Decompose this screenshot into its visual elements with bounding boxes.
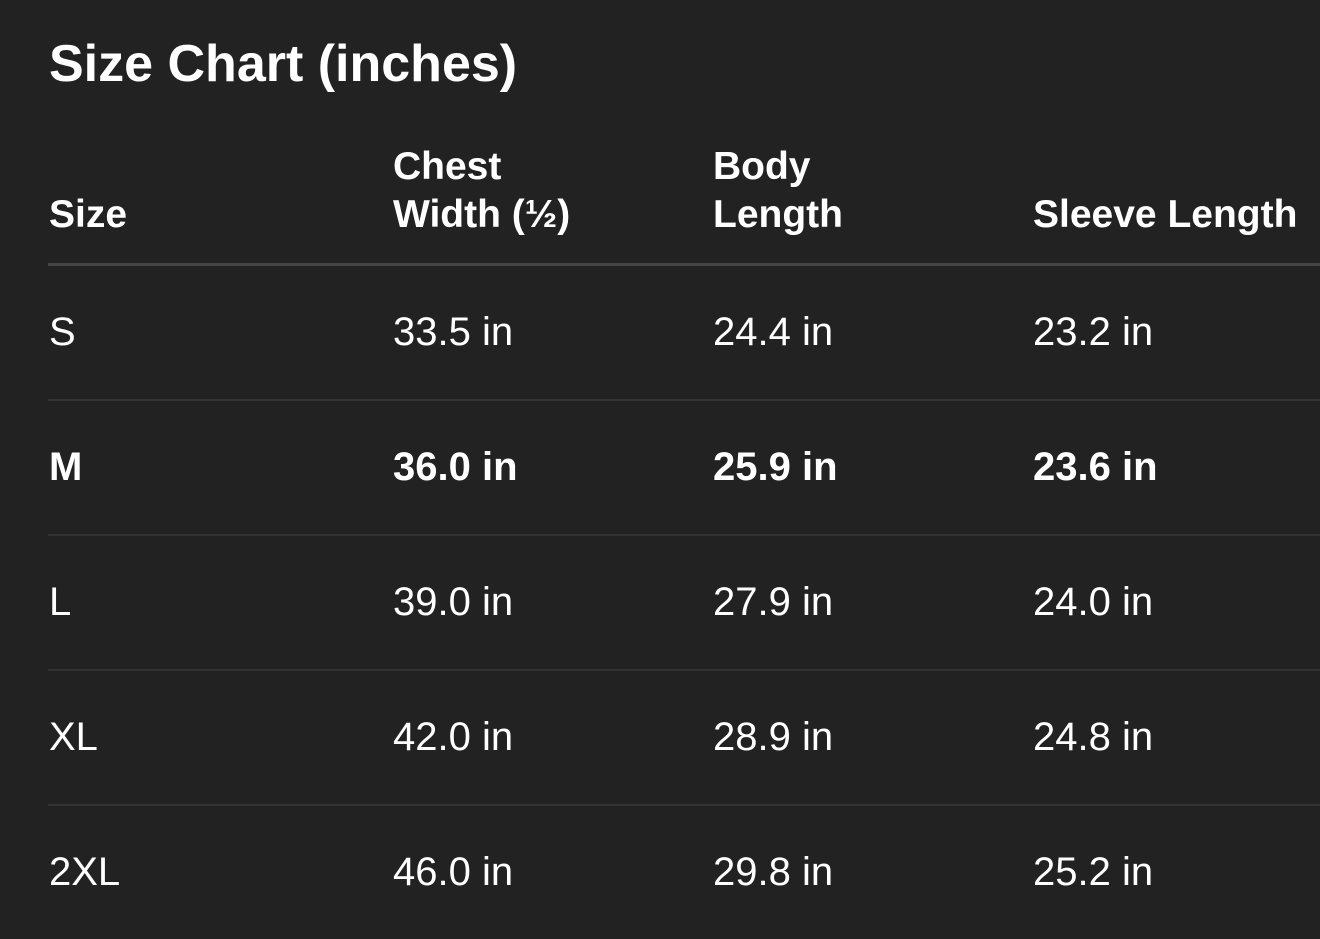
header-line1: Body: [713, 145, 811, 188]
cell-sleeve: 25.2 in: [1033, 850, 1154, 894]
cell-chest: 36.0 in: [393, 445, 518, 489]
table-row: S 33.5 in 24.4 in 23.2 in: [48, 266, 1320, 401]
cell-body: 28.9 in: [713, 715, 834, 759]
header-chest-width: Chest Width (½): [393, 143, 570, 239]
table-header: Size Chest Width (½) Body Length Sleeve Le…: [48, 140, 1320, 266]
size-chart-table: Size Chest Width (½) Body Length Sleeve Le…: [48, 140, 1320, 939]
table-row: L 39.0 in 27.9 in 24.0 in: [48, 536, 1320, 671]
cell-sleeve: 23.2 in: [1033, 310, 1154, 354]
cell-chest: 46.0 in: [393, 850, 514, 894]
header-line2: Size: [49, 193, 128, 236]
cell-chest: 39.0 in: [393, 580, 514, 624]
cell-size: S: [49, 310, 76, 354]
cell-sleeve: 24.8 in: [1033, 715, 1154, 759]
cell-sleeve: 24.0 in: [1033, 580, 1154, 624]
header-sleeve-length: Sleeve Length: [1033, 191, 1320, 239]
cell-chest: 42.0 in: [393, 715, 514, 759]
header-line2: Length: [713, 193, 843, 236]
header-size: Size: [49, 191, 127, 239]
header-line2: Sleeve Length: [1033, 193, 1298, 236]
cell-body: 27.9 in: [713, 580, 834, 624]
header-body-length: Body Length: [713, 143, 843, 239]
header-line1: Chest: [393, 145, 502, 188]
header-line2: Width (½): [393, 193, 571, 236]
cell-size: XL: [49, 715, 98, 759]
cell-size: M: [49, 445, 83, 489]
page-title: Size Chart (inches): [49, 35, 518, 93]
table-row: XL 42.0 in 28.9 in 24.8 in: [48, 671, 1320, 806]
cell-size: 2XL: [49, 850, 121, 894]
cell-chest: 33.5 in: [393, 310, 514, 354]
cell-body: 25.9 in: [713, 445, 838, 489]
table-row: M 36.0 in 25.9 in 23.6 in: [48, 401, 1320, 536]
cell-sleeve: 23.6 in: [1033, 445, 1158, 489]
cell-body: 29.8 in: [713, 850, 834, 894]
cell-body: 24.4 in: [713, 310, 834, 354]
cell-size: L: [49, 580, 72, 624]
table-row: 2XL 46.0 in 29.8 in 25.2 in: [48, 806, 1320, 939]
